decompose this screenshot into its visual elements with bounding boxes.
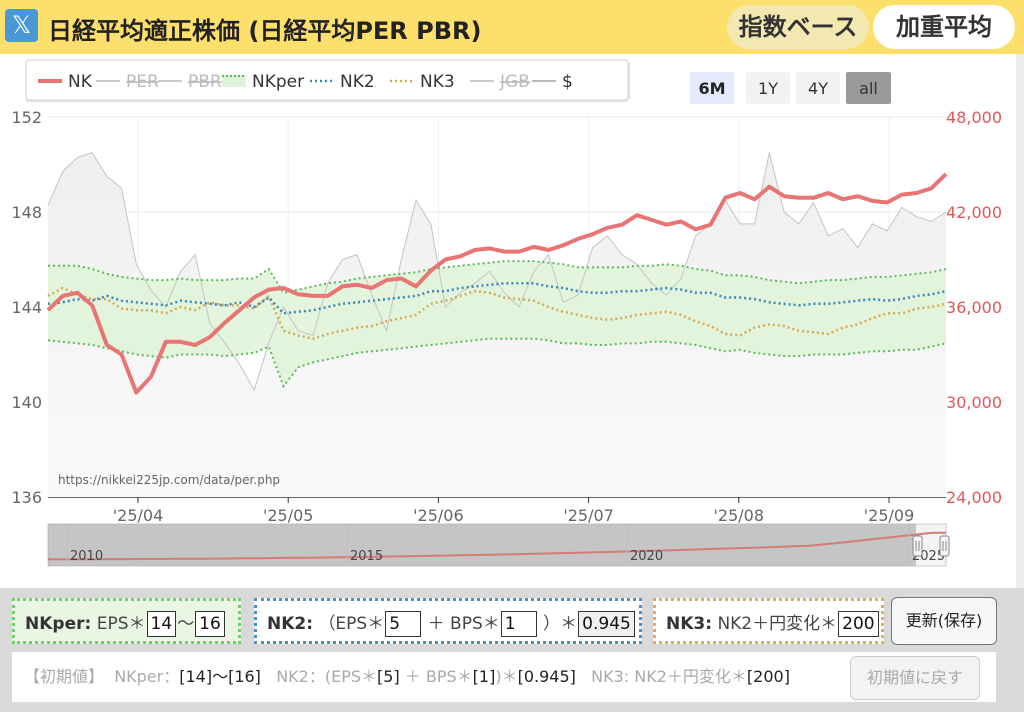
defaults-nk3-value: [200] — [746, 667, 790, 686]
chart-svg: 136 140 144 148 152 24,000 30,000 36,000 42,000 4… — [11, 54, 1024, 588]
legend-label: NK2 — [340, 72, 375, 92]
range-button-label: 4Y — [808, 79, 828, 98]
defaults-label: 【初期値】 — [24, 667, 105, 686]
navigator-left-handle[interactable] — [912, 535, 923, 557]
series-nkper-lower — [47, 337, 947, 389]
legend-item-nkper[interactable]: NKper — [222, 72, 304, 92]
x-tick-label: '25/06 — [413, 506, 464, 525]
navigator-year-label: 2010 — [70, 549, 103, 564]
nk2-close-text: ）＊ — [543, 614, 578, 634]
scrollbar[interactable] — [1016, 54, 1024, 588]
range-button-all[interactable]: all — [846, 72, 891, 104]
y-right-tick-label: 24,000 — [946, 488, 1002, 507]
series-nkper-band — [48, 261, 946, 387]
navigator[interactable]: 2010 2015 2020 2025 — [47, 523, 950, 567]
series-dollar-line — [47, 152, 947, 392]
nkper-max-input[interactable]: 16 — [195, 611, 225, 637]
nk2-mult-input[interactable]: 0.945 — [578, 611, 635, 637]
defaults-nk3-text: NK3: NK2＋円変化＊ — [591, 667, 747, 686]
defaults-nkper-label: NKper： — [114, 667, 180, 686]
nkper-sep: 〜 — [177, 614, 195, 634]
nk3-input[interactable]: 200 — [838, 611, 879, 637]
legend: NK PER PBR NKper NK2 NK3 JGB $ — [25, 59, 630, 102]
header-bar: 𝕏 日経平均適正株価 (日経平均PER PBR) 指数ベース 加重平均 — [0, 0, 1024, 54]
defaults-nk2-eps: [5] — [377, 667, 400, 686]
y-right-tick-label: 30,000 — [946, 393, 1002, 412]
x-tick-label: '25/05 — [263, 506, 314, 525]
nk3-text: NK2＋円変化＊ — [717, 614, 838, 634]
defaults-nk2-text-c: )＊ — [495, 667, 518, 686]
x-tick-label: '25/08 — [714, 506, 765, 525]
x-tick-label: '25/07 — [563, 506, 614, 525]
series-nkper-upper — [48, 260, 947, 294]
defaults-row: 【初期値】 NKper：[14]〜[16] NK2：(EPS＊[5] ＋ BPS… — [12, 652, 996, 702]
range-button-label: all — [859, 79, 878, 98]
y-right-tick-label: 36,000 — [946, 298, 1002, 317]
legend-item-pbr[interactable]: PBR — [158, 72, 222, 92]
series-nk-line — [46, 172, 948, 395]
nk2-settings: NK2: （EPS＊ 5 ＋ BPS＊ 1 ）＊ 0.945 — [254, 598, 642, 644]
y-left-tick-label: 140 — [11, 393, 42, 412]
range-button-4y[interactable]: 4Y — [796, 72, 840, 104]
nk3-settings: NK3: NK2＋円変化＊ 200 — [653, 598, 884, 644]
x-tick-label: '25/09 — [864, 506, 915, 525]
legend-swatch-fill — [222, 75, 246, 87]
y-right-tick-label: 42,000 — [946, 203, 1002, 222]
update-save-button[interactable]: 更新(保存) — [891, 597, 997, 645]
defaults-nk2-bps: [1] — [472, 667, 496, 686]
navigator-year-label: 2015 — [350, 549, 383, 564]
range-button-1y[interactable]: 1Y — [746, 72, 790, 104]
reset-defaults-button[interactable]: 初期値に戻す — [850, 656, 980, 700]
legend-label: NKper — [252, 72, 304, 92]
legend-label: PER — [126, 72, 159, 92]
legend-item-nk2[interactable]: NK2 — [310, 72, 375, 92]
y-left-tick-label: 152 — [11, 108, 42, 127]
nkper-eps-text: EPS＊ — [96, 614, 146, 634]
navigator-year-label: 2020 — [630, 549, 663, 564]
defaults-nk2-text-a: NK2：(EPS＊ — [276, 667, 378, 686]
y-right-tick-label: 48,000 — [946, 108, 1002, 127]
range-button-label: 1Y — [758, 79, 778, 98]
legend-label: PBR — [188, 72, 222, 92]
range-button-6m[interactable]: 6M — [690, 72, 734, 104]
nkper-settings: NKper: EPS＊ 14 〜 16 — [12, 598, 241, 644]
legend-item-per[interactable]: PER — [96, 72, 159, 92]
y-left-tick-label: 136 — [11, 488, 42, 507]
x-logo-icon[interactable]: 𝕏 — [5, 9, 38, 42]
legend-label: NK — [68, 72, 93, 92]
legend-item-dollar[interactable]: $ — [532, 72, 573, 92]
legend-item-nk[interactable]: NK — [38, 72, 93, 92]
legend-label: JGB — [499, 72, 530, 92]
chart-area: 136 140 144 148 152 24,000 30,000 36,000 42,000 4… — [0, 54, 1024, 588]
defaults-nk2-text-b: ＋ BPS＊ — [404, 667, 473, 686]
navigator-series-line — [48, 531, 947, 561]
series-nk2-line — [47, 282, 947, 315]
index-base-button[interactable]: 指数ベース — [727, 5, 869, 49]
weighted-average-button[interactable]: 加重平均 — [873, 5, 1015, 49]
page-title: 日経平均適正株価 (日経平均PER PBR) — [48, 17, 482, 45]
nk2-open-text: （EPS＊ — [318, 614, 385, 634]
settings-panel: NKper: EPS＊ 14 〜 16 NK2: （EPS＊ 5 ＋ BPS＊ 1 ）＊ 0… — [0, 588, 1024, 712]
defaults-nk2-mult: [0.945] — [517, 667, 576, 686]
y-left-tick-label: 144 — [11, 298, 42, 317]
nk2-eps-input[interactable]: 5 — [385, 611, 422, 637]
legend-label: NK3 — [420, 72, 455, 92]
nkper-min-input[interactable]: 14 — [146, 611, 177, 637]
range-button-label: 6M — [698, 79, 725, 98]
y-left-tick-label: 148 — [11, 203, 42, 222]
source-url-text: https://nikkei225jp.com/data/per.php — [58, 473, 280, 487]
navigator-right-handle[interactable] — [939, 535, 950, 557]
nk2-bps-input[interactable]: 1 — [500, 611, 537, 637]
legend-item-jgb[interactable]: JGB — [470, 72, 530, 92]
nk2-label: NK2: — [267, 614, 314, 634]
defaults-nkper-value: [14]〜[16] — [179, 667, 261, 686]
nkper-label: NKper: — [25, 614, 92, 634]
x-tick-label: '25/04 — [113, 506, 164, 525]
nk2-mid-text: ＋ BPS＊ — [427, 614, 500, 634]
legend-item-nk3[interactable]: NK3 — [390, 72, 455, 92]
nk3-label: NK3: — [666, 614, 713, 634]
legend-label: $ — [562, 72, 573, 92]
